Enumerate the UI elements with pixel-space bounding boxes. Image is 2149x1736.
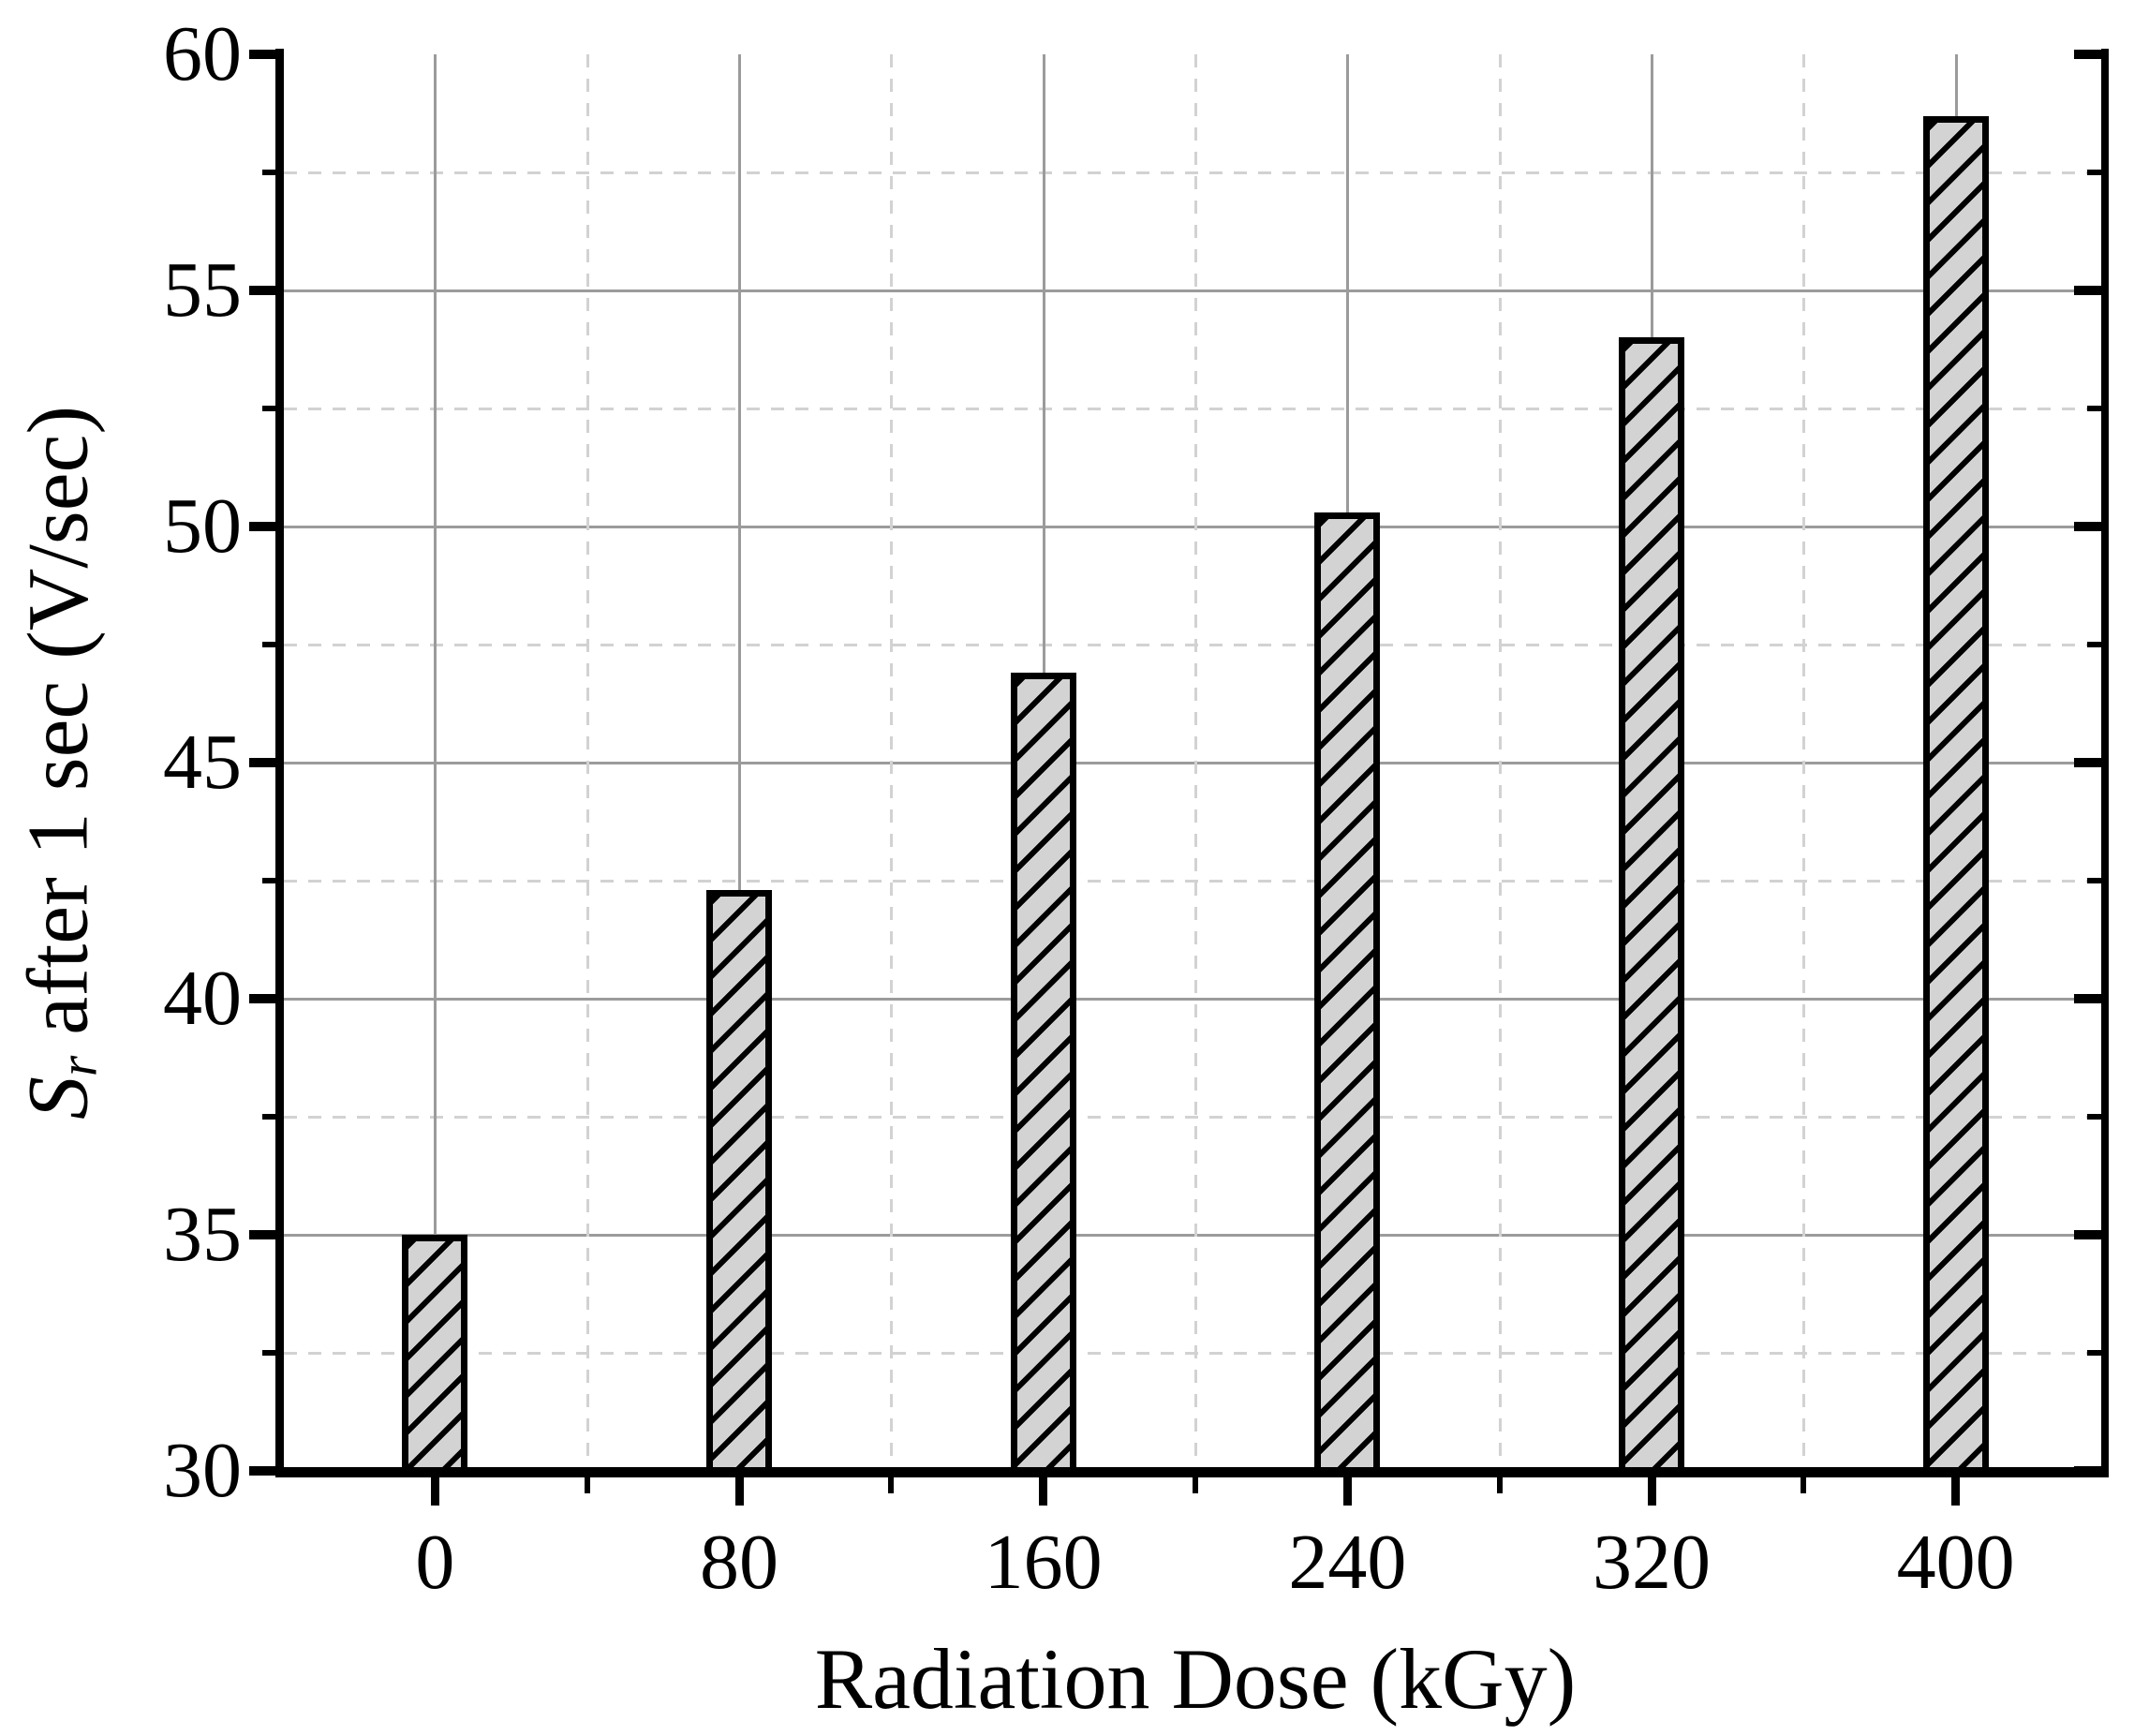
bar — [1619, 337, 1684, 1475]
x-tick-label: 160 — [984, 1519, 1103, 1606]
y-tick-minor-right — [2087, 878, 2101, 883]
x-tick-label: 400 — [1896, 1519, 2015, 1606]
y-axis-title-subscript: r — [49, 1055, 109, 1076]
y-tick-label: 50 — [163, 482, 242, 570]
bar — [706, 890, 772, 1475]
x-tick-minor — [1193, 1477, 1198, 1493]
y-axis-title-symbol: S — [9, 1076, 106, 1120]
x-tick-major — [734, 1477, 744, 1506]
y-axis-spine-left — [275, 49, 284, 1477]
y-tick-minor-right — [2087, 406, 2101, 411]
y-tick-major-left — [249, 50, 276, 59]
y-tick-label: 45 — [163, 719, 242, 806]
y-tick-minor-left — [262, 878, 276, 883]
bar — [1314, 512, 1381, 1475]
gridline-major-vertical — [738, 54, 741, 1467]
gridline-minor-vertical — [1194, 54, 1197, 1467]
gridline-minor-vertical — [1802, 54, 1806, 1467]
y-tick-label: 40 — [163, 955, 242, 1042]
gridline-major-horizontal — [284, 998, 2100, 1001]
y-tick-major-right — [2074, 1466, 2101, 1476]
x-axis-title: Radiation Dose (kGy) — [814, 1631, 1577, 1727]
y-tick-major-right — [2074, 1230, 2101, 1239]
y-tick-major-left — [249, 522, 276, 531]
gridline-minor-horizontal — [284, 408, 2100, 410]
y-axis-spine-right — [2101, 49, 2109, 1477]
y-tick-minor-right — [2087, 1114, 2101, 1120]
gridline-minor-vertical — [585, 54, 589, 1467]
y-tick-label: 55 — [163, 246, 242, 334]
x-tick-label: 80 — [700, 1519, 778, 1606]
x-tick-major — [1342, 1477, 1352, 1506]
gridline-major-horizontal — [284, 289, 2100, 292]
x-tick-minor — [1801, 1477, 1807, 1493]
x-axis-spine — [275, 1467, 2109, 1477]
y-tick-minor-right — [2087, 642, 2101, 647]
y-tick-minor-left — [262, 1114, 276, 1120]
x-tick-label: 0 — [415, 1519, 455, 1606]
y-tick-minor-left — [262, 406, 276, 411]
y-tick-label: 35 — [163, 1191, 242, 1278]
y-tick-major-left — [249, 286, 276, 295]
y-tick-major-left — [249, 758, 276, 767]
x-tick-major — [1039, 1477, 1048, 1506]
bar — [402, 1235, 468, 1475]
y-tick-major-right — [2074, 994, 2101, 1003]
gridline-minor-horizontal — [284, 1116, 2100, 1119]
x-tick-major — [1951, 1477, 1961, 1506]
y-tick-major-right — [2074, 522, 2101, 531]
x-tick-major — [1647, 1477, 1656, 1506]
gridline-minor-horizontal — [284, 1352, 2100, 1355]
bar — [1010, 673, 1076, 1475]
gridline-major-vertical — [434, 54, 437, 1467]
y-tick-minor-right — [2087, 1350, 2101, 1356]
y-tick-major-right — [2074, 50, 2101, 59]
y-tick-minor-right — [2087, 170, 2101, 175]
x-tick-label: 240 — [1288, 1519, 1407, 1606]
x-tick-major — [430, 1477, 439, 1506]
gridline-major-horizontal — [284, 526, 2100, 528]
y-tick-label: 60 — [163, 10, 242, 97]
y-tick-minor-left — [262, 170, 276, 175]
gridline-minor-vertical — [1498, 54, 1502, 1467]
y-tick-major-right — [2074, 286, 2101, 295]
gridline-minor-horizontal — [284, 880, 2100, 883]
x-tick-minor — [888, 1477, 895, 1493]
bar — [1922, 115, 1989, 1475]
y-tick-major-left — [249, 1230, 276, 1239]
x-tick-minor — [1496, 1477, 1503, 1493]
gridline-major-horizontal — [284, 1234, 2100, 1237]
y-tick-major-left — [249, 994, 276, 1003]
y-tick-label: 30 — [163, 1427, 242, 1514]
gridline-minor-horizontal — [284, 171, 2100, 174]
x-tick-label: 320 — [1593, 1519, 1711, 1606]
gridline-minor-horizontal — [284, 644, 2100, 646]
x-tick-minor — [584, 1477, 590, 1493]
gridline-major-horizontal — [284, 762, 2100, 764]
y-tick-minor-left — [262, 642, 276, 647]
y-tick-major-right — [2074, 758, 2101, 767]
gridline-minor-vertical — [890, 54, 894, 1467]
y-tick-minor-left — [262, 1350, 276, 1356]
y-tick-major-left — [249, 1466, 276, 1476]
